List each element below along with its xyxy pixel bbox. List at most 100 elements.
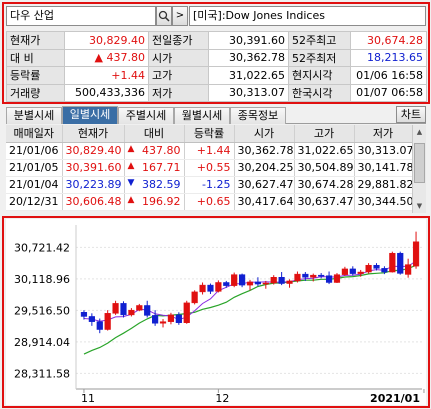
candle-body	[246, 281, 254, 286]
info-value: +1.44	[64, 66, 149, 85]
y-tick-label: 30,721.42	[14, 241, 70, 254]
candle-body	[373, 264, 380, 269]
column-header[interactable]: 고가	[294, 125, 355, 143]
x-tick-label: 11	[81, 392, 95, 405]
candle-body	[302, 273, 309, 278]
info-value: 30,362.78	[208, 48, 289, 67]
info-value: 30,391.60	[208, 31, 289, 50]
column-header[interactable]: 저가	[354, 125, 413, 143]
candle-body	[341, 268, 348, 275]
change-value: 382.59	[142, 178, 181, 191]
candle-body	[333, 274, 341, 283]
y-tick-label: 28,311.58	[14, 367, 70, 380]
cell-rate: +1.44	[184, 142, 235, 160]
cell-open: 30,417.64	[234, 193, 295, 211]
up-arrow-icon: ▲	[127, 195, 135, 205]
candle-body	[215, 282, 222, 292]
table-row[interactable]: 21/01/06 30,829.40 ▲ 437.80 +1.44 30,362.78 31…	[6, 142, 413, 160]
info-value: 30,313.07	[208, 83, 289, 102]
candle-body	[270, 277, 277, 284]
candle-body	[231, 274, 238, 286]
tab-weekly[interactable]: 주별시세	[118, 107, 174, 124]
y-tick-label: 29,516.50	[14, 304, 70, 317]
column-header[interactable]: 현재가	[62, 125, 125, 143]
chart-button[interactable]: 차트	[396, 106, 426, 123]
column-header[interactable]: 등락률	[184, 125, 235, 143]
cell-date: 21/01/04	[6, 176, 63, 194]
search-icon	[158, 10, 170, 22]
cell-high: 30,637.47	[294, 193, 355, 211]
info-value: 01/06 16:58	[350, 66, 427, 85]
candle-body	[325, 275, 333, 283]
info-label: 저가	[148, 83, 209, 102]
search-button[interactable]	[156, 6, 172, 26]
x-tick-label: 12	[215, 392, 229, 405]
cell-low: 30,313.07	[354, 142, 413, 160]
cell-rate: -1.25	[184, 176, 235, 194]
info-label: 52주최저	[288, 48, 351, 67]
scroll-thumb[interactable]	[414, 143, 425, 183]
tab-info[interactable]: 종목정보	[230, 107, 286, 124]
cell-high: 30,504.89	[294, 159, 355, 177]
candle-body	[207, 284, 214, 292]
info-value: 31,022.65	[208, 66, 289, 85]
table-row[interactable]: 21/01/05 30,391.60 ▲ 167.71 +0.55 30,204.25 30…	[6, 159, 413, 177]
up-arrow-icon: ▲	[127, 144, 135, 154]
cell-rate: +0.55	[184, 159, 235, 177]
info-value: 18,213.65	[350, 48, 427, 67]
candle-body	[88, 316, 95, 322]
tab-monthly[interactable]: 월별시세	[174, 107, 230, 124]
cell-high: 31,022.65	[294, 142, 355, 160]
x-tick-label: 2021/01	[370, 392, 420, 405]
info-row: 등락률 +1.44 고가 31,022.65 현지시각 01/06 16:58	[6, 66, 427, 85]
candle-body	[365, 264, 372, 273]
chevron-right-icon: >	[175, 10, 185, 21]
info-value: 500,433,336	[64, 83, 149, 102]
cell-open: 30,204.25	[234, 159, 295, 177]
cell-date: 21/01/05	[6, 159, 63, 177]
column-header[interactable]: 대비	[124, 125, 185, 143]
next-button[interactable]: >	[172, 6, 188, 26]
candlestick-chart[interactable]: 30,721.42 30,118.96 29,516.50 28,914.04 28,3…	[6, 219, 426, 405]
candle-body	[128, 309, 135, 316]
cell-close: 30,829.40	[62, 142, 125, 160]
chart-svg: 30,721.42 30,118.96 29,516.50 28,914.04 28,3…	[14, 225, 425, 405]
candle-body	[278, 277, 285, 284]
daily-table-scrollbar[interactable]: ▲ ▼	[412, 125, 426, 213]
info-label: 시가	[148, 48, 209, 67]
change-value: 437.80	[142, 144, 181, 157]
candle-body	[381, 268, 388, 273]
symbol-search-input[interactable]: 다우 산업	[6, 6, 156, 26]
cell-change: ▲ 437.80	[124, 142, 185, 160]
candle-body	[159, 321, 167, 324]
tab-daily[interactable]: 일별시세	[62, 106, 118, 124]
change-value: 167.71	[142, 161, 181, 174]
info-row: 현재가 30,829.40 전일종가 30,391.60 52주최고 30,674.28	[6, 31, 427, 50]
scroll-up-icon[interactable]: ▲	[416, 128, 423, 136]
cell-close: 30,223.89	[62, 176, 125, 194]
cell-close: 30,391.60	[62, 159, 125, 177]
candle-body	[96, 321, 103, 330]
candle-body	[152, 315, 159, 324]
cell-high: 30,674.28	[294, 176, 355, 194]
cell-change: ▲ 196.92	[124, 193, 185, 211]
candle-body	[175, 314, 182, 323]
column-header[interactable]: 시가	[234, 125, 295, 143]
tab-minute[interactable]: 분별시세	[6, 107, 62, 124]
scroll-down-icon[interactable]: ▼	[416, 202, 423, 210]
up-arrow-icon: ▲	[127, 161, 135, 171]
symbol-title: [미국]:Dow Jones Indices	[189, 6, 426, 26]
candle-body	[389, 252, 396, 273]
candle-body	[318, 274, 325, 277]
info-row: 대 비 ▲ 437.80 시가 30,362.78 52주최저 18,213.65	[6, 48, 427, 67]
cell-rate: +0.65	[184, 193, 235, 211]
table-row[interactable]: 21/01/04 30,223.89 ▼ 382.59 -1.25 30,627.47 30…	[6, 176, 413, 194]
info-value: 30,829.40	[64, 31, 149, 50]
info-label: 현재가	[6, 31, 65, 50]
table-row[interactable]: 20/12/31 30,606.48 ▲ 196.92 +0.65 30,417.64 30…	[6, 193, 413, 211]
cell-change: ▼ 382.59	[124, 176, 185, 194]
tab-bar: 분별시세 일별시세 주별시세 월별시세 종목정보 차트	[6, 106, 426, 124]
info-value: 01/07 06:58	[350, 83, 427, 102]
column-header[interactable]: 매매일자	[6, 125, 63, 143]
info-label: 전일종가	[148, 31, 209, 50]
